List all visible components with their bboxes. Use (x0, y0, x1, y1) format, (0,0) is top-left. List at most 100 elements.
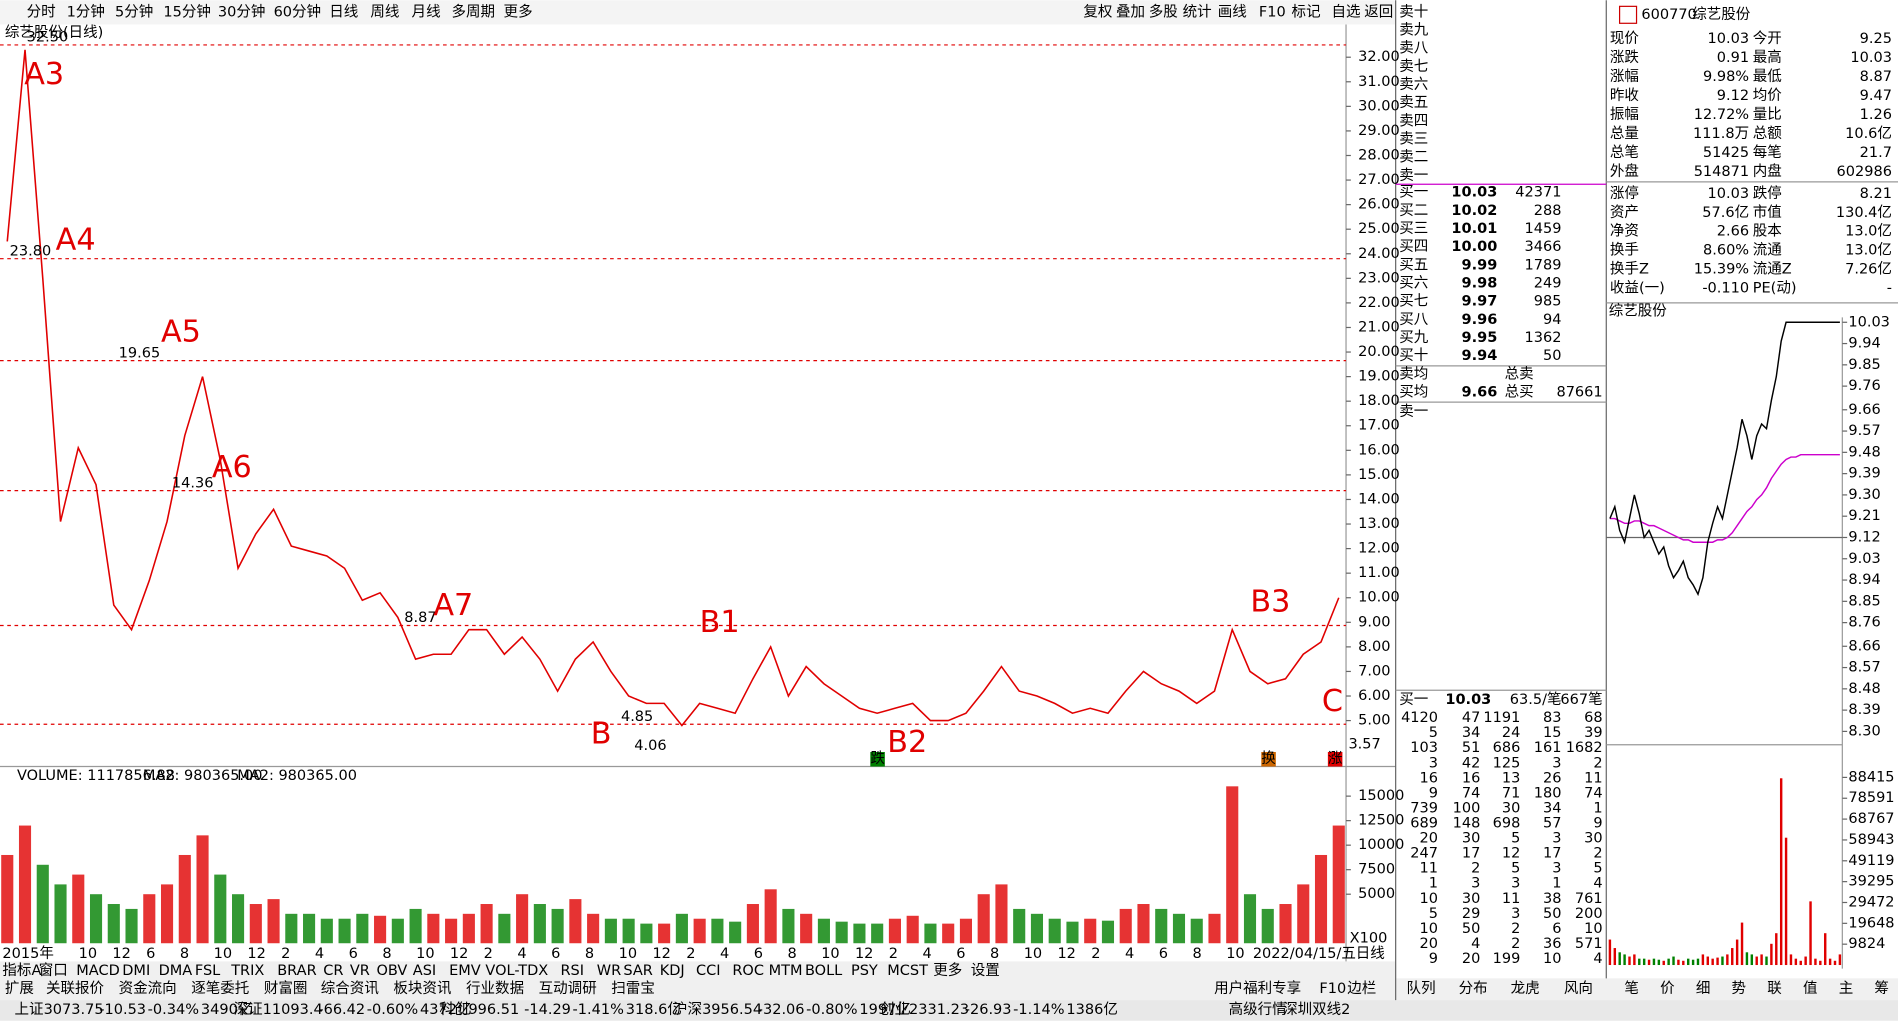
buy-volume: 94 (1543, 312, 1561, 328)
panel-tab[interactable]: 龙虎 (1511, 980, 1540, 997)
indicator-tab[interactable]: 更多 (933, 962, 962, 979)
buy-volume: 288 (1534, 203, 1562, 219)
panel-tab[interactable]: 分布 (1459, 980, 1488, 997)
panel-tab[interactable]: 势 (1732, 980, 1747, 997)
indicator-tab[interactable]: WR (597, 963, 621, 979)
sell-label: 卖七 (1399, 58, 1428, 75)
indicator-tab[interactable]: VOL-TDX (485, 963, 548, 979)
indicator-tab[interactable]: ASI (413, 963, 436, 979)
panel-tab[interactable]: 细 (1696, 980, 1711, 997)
period-tab[interactable]: 月线 (412, 3, 441, 20)
y-tick-label: 58943 (1848, 832, 1894, 848)
intraday-volume-bar (1642, 958, 1646, 966)
info-tab[interactable]: 扩展 (5, 980, 34, 997)
info-tab[interactable]: 扫雷宝 (611, 980, 655, 997)
panel-tab[interactable]: 联 (1767, 980, 1782, 997)
indicator-tab[interactable]: MACD (76, 963, 120, 979)
tool-button[interactable]: 画线 (1218, 3, 1247, 20)
tool-button[interactable]: 叠加 (1116, 3, 1145, 20)
info-tab[interactable]: 用户福利专享 (1214, 980, 1301, 997)
info-tab[interactable]: 综合资讯 (321, 980, 380, 997)
indicator-tab[interactable]: OBV (376, 963, 407, 979)
tool-button[interactable]: 自选 (1332, 3, 1362, 20)
indicator-tab[interactable]: CCI (696, 963, 721, 979)
indicator-tab[interactable]: 指标A (2, 962, 41, 979)
y-tick-label: 9.94 (1848, 336, 1880, 352)
panel-tab[interactable]: 主 (1839, 980, 1854, 997)
trade-cell: 4 (1593, 951, 1602, 967)
trade-cell: 686 (1493, 740, 1521, 756)
info-tab[interactable]: 边栏 (1347, 980, 1376, 997)
indicator-tab[interactable]: SAR (623, 963, 653, 979)
info-tab[interactable]: 关联报价 (46, 980, 105, 997)
period-tab[interactable]: 60分钟 (274, 3, 322, 20)
indicator-tab[interactable]: PSY (851, 963, 878, 979)
volume-bar (1048, 918, 1061, 944)
trade-cell: 16 (1462, 770, 1480, 786)
y-tick-label: 9824 (1848, 936, 1885, 952)
level-label: 19.65 (119, 345, 161, 361)
y-tick-label: 8.76 (1848, 615, 1880, 631)
indicator-tab[interactable]: KDJ (660, 963, 685, 979)
period-tab[interactable]: 15分钟 (163, 3, 211, 20)
tool-button[interactable]: 多股 (1149, 3, 1178, 20)
indicator-tab[interactable]: DMI (122, 963, 150, 979)
tool-button[interactable]: F10 (1259, 4, 1286, 20)
info-tab[interactable]: 财富圈 (264, 979, 308, 997)
buy-label: 买六 (1399, 275, 1428, 292)
info-tab[interactable]: 行业数据 (466, 980, 524, 997)
indicator-tab[interactable]: 设置 (971, 962, 1000, 979)
period-tab[interactable]: 5分钟 (115, 3, 153, 20)
indicator-tab[interactable]: RSI (560, 963, 584, 979)
info-tab[interactable]: 板块资讯 (393, 979, 452, 997)
info-tab[interactable]: F10 (1319, 981, 1346, 997)
intraday-volume-bar (1657, 959, 1661, 966)
indicator-tab[interactable]: MCST (887, 963, 928, 979)
y-tick-label: 12500 (1358, 813, 1404, 829)
indicator-tab[interactable]: FSL (195, 963, 221, 979)
indicator-tab[interactable]: 窗口 (39, 961, 68, 979)
period-tab[interactable]: 1分钟 (67, 3, 105, 20)
x-tick-label: 12 (247, 946, 265, 962)
tool-button[interactable]: 统计 (1183, 3, 1212, 20)
panel-tab[interactable]: 笔 (1624, 980, 1639, 997)
volume-bar (1208, 913, 1221, 944)
indicator-tab[interactable]: TRIX (230, 963, 264, 979)
panel-tab[interactable]: 价 (1660, 981, 1675, 997)
toolbar-bg (0, 0, 1396, 25)
sell-avg-label: 卖均 (1399, 365, 1428, 382)
period-tab[interactable]: 周线 (370, 3, 399, 20)
tool-button[interactable]: 返回 (1364, 3, 1393, 20)
quote-label: 总量 (1610, 125, 1639, 142)
period-tab[interactable]: 分时 (27, 3, 56, 20)
panel-tab[interactable]: 风向 (1564, 980, 1593, 997)
info-tab[interactable]: 逐笔委托 (191, 980, 249, 997)
indicator-tab[interactable]: EMV (449, 963, 481, 979)
indicator-tab[interactable]: ROC (732, 963, 764, 979)
period-tab[interactable]: 30分钟 (218, 3, 266, 20)
index-item: 11093.4 (263, 1002, 323, 1018)
indicator-tab[interactable]: VR (350, 963, 370, 979)
info-tab[interactable]: 互动调研 (539, 980, 597, 997)
trade-cell: 2 (1593, 755, 1602, 771)
quote-label: 总笔 (1610, 144, 1639, 161)
period-tab[interactable]: 更多 (504, 3, 533, 20)
tool-button[interactable]: 复权 (1083, 2, 1113, 20)
tool-button[interactable]: 标记 (1292, 3, 1321, 20)
y-tick-label: 10.03 (1848, 314, 1890, 330)
info-tab[interactable]: 资金流向 (119, 980, 177, 997)
panel-tab[interactable]: 筹 (1874, 980, 1889, 997)
x-tick-label: 10 (1226, 946, 1244, 962)
indicator-tab[interactable]: BOLL (805, 963, 843, 979)
indicator-tab[interactable]: CR (323, 963, 343, 979)
indicator-tab[interactable]: MTM (769, 963, 803, 979)
panel-tab[interactable]: 值 (1803, 980, 1818, 997)
panel-tab[interactable]: 队列 (1407, 980, 1436, 997)
buy-volume: 50 (1543, 348, 1561, 364)
indicator-tab[interactable]: DMA (159, 963, 193, 979)
period-tab[interactable]: 日线 (329, 3, 358, 20)
intraday-volume-bar (1760, 954, 1763, 966)
indicator-tab[interactable]: BRAR (277, 963, 316, 979)
period-tab[interactable]: 多周期 (452, 3, 496, 20)
